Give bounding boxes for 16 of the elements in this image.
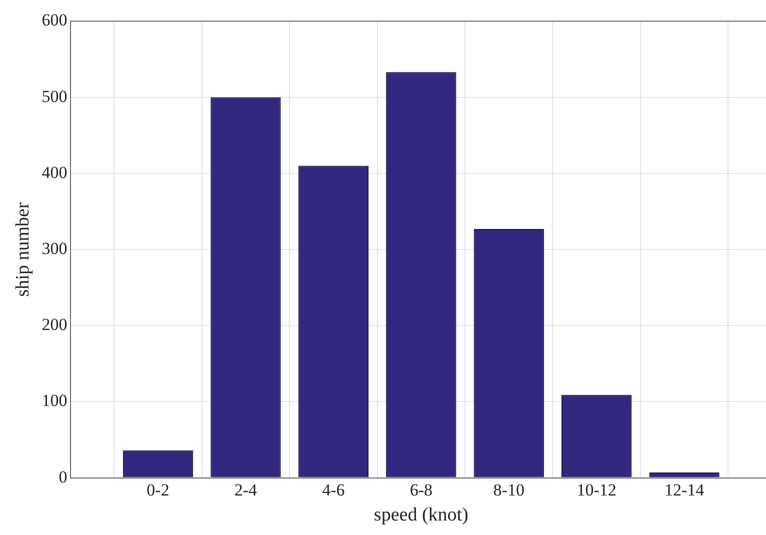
x-tick-label: 10-12 [576, 480, 616, 500]
y-tick-label: 500 [42, 86, 68, 106]
y-axis-title: ship number [12, 202, 34, 297]
x-tick-label: 12-14 [664, 480, 705, 500]
y-tick-label: 300 [42, 238, 68, 258]
y-tick-label: 0 [58, 467, 68, 486]
y-tick-label: 400 [42, 162, 68, 182]
x-tick-label: 2-4 [234, 480, 258, 500]
x-tick-label: 6-8 [410, 480, 432, 500]
x-axis-title: speed (knot) [374, 504, 468, 526]
y-tick-label: 200 [42, 315, 68, 334]
y-tick-label: 600 [42, 10, 68, 30]
x-tick-label: 0-2 [146, 480, 170, 500]
y-tick-label: 100 [42, 391, 68, 410]
x-tick-label: 4-6 [322, 480, 345, 500]
x-tick-label: 8-10 [493, 480, 524, 500]
